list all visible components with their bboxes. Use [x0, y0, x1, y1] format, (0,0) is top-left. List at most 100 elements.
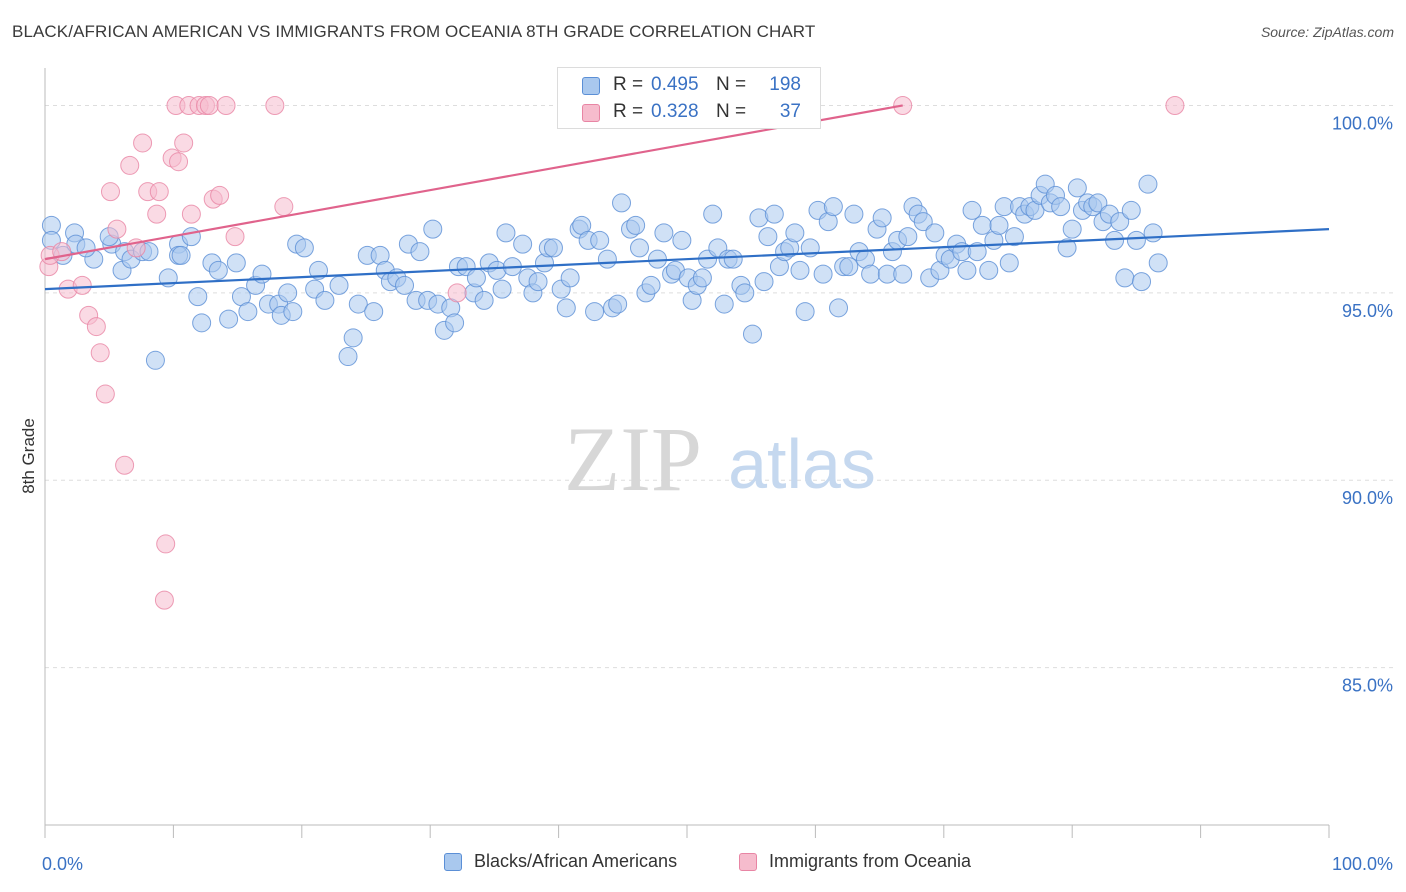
- watermark-zip: ZIP: [564, 408, 702, 510]
- point-blacks: [844, 204, 864, 224]
- n-value: 37: [779, 101, 801, 122]
- point-blacks: [1110, 212, 1130, 232]
- stats-box: R = 0.495 N = 198 R = 0.328 N = 37: [557, 67, 821, 129]
- y-tick-label: 90.0%: [1342, 488, 1393, 508]
- point-blacks: [238, 302, 258, 322]
- point-blacks: [560, 268, 580, 288]
- point-blacks: [629, 238, 649, 258]
- r-value: 0.495: [651, 74, 699, 95]
- watermark: ZIP atlas: [564, 408, 876, 510]
- point-blacks: [556, 298, 576, 318]
- point-blacks: [315, 290, 335, 310]
- y-tick-label: 95.0%: [1342, 301, 1393, 321]
- point-blacks: [410, 242, 430, 262]
- point-oceania: [174, 133, 194, 153]
- watermark-atlas: atlas: [728, 425, 876, 503]
- point-blacks: [308, 260, 328, 280]
- y-tick-label: 100.0%: [1332, 113, 1393, 133]
- point-blacks: [785, 223, 805, 243]
- point-oceania: [169, 152, 189, 172]
- point-blacks: [1088, 193, 1108, 213]
- point-blacks: [1126, 230, 1146, 250]
- point-blacks: [913, 212, 933, 232]
- point-blacks: [145, 350, 165, 370]
- point-blacks: [597, 249, 617, 269]
- axis-labels: 85.0% 90.0% 95.0% 100.0% 0.0% 100.0% 8th Grade: [19, 113, 1393, 874]
- point-blacks: [1132, 272, 1152, 292]
- point-oceania: [115, 455, 135, 475]
- point-oceania: [90, 343, 110, 363]
- point-blacks: [1004, 227, 1024, 247]
- point-blacks: [1067, 178, 1087, 198]
- trend-lines: [44, 104, 1330, 291]
- point-oceania: [133, 133, 153, 153]
- point-blacks: [742, 324, 762, 344]
- point-blacks: [445, 313, 465, 333]
- axes: [44, 68, 1330, 838]
- point-blacks: [338, 347, 358, 367]
- chart-title: BLACK/AFRICAN AMERICAN VS IMMIGRANTS FRO…: [12, 22, 816, 41]
- legend-item-blacks[interactable]: Blacks/African Americans: [444, 851, 677, 872]
- point-blacks: [188, 287, 208, 307]
- point-blacks: [703, 204, 723, 224]
- point-oceania: [199, 95, 219, 115]
- point-oceania: [147, 204, 167, 224]
- point-oceania: [274, 197, 294, 217]
- trend-line-oceania: [44, 104, 903, 261]
- point-blacks: [192, 313, 212, 333]
- point-oceania: [86, 317, 106, 337]
- legend-swatch-blue: [444, 852, 462, 871]
- point-blacks: [654, 223, 674, 243]
- n-label: N =: [716, 101, 747, 122]
- point-blacks: [1062, 219, 1082, 239]
- y-tick-label: 85.0%: [1342, 676, 1393, 696]
- point-blacks: [692, 268, 712, 288]
- point-blacks: [795, 302, 815, 322]
- point-oceania: [95, 384, 115, 404]
- point-blacks: [513, 234, 533, 254]
- point-blacks: [348, 294, 368, 314]
- r-value: 0.328: [651, 101, 699, 122]
- point-oceania: [107, 219, 127, 239]
- point-blacks: [626, 215, 646, 235]
- point-oceania: [154, 590, 174, 610]
- legend-item-oceania[interactable]: Immigrants from Oceania: [739, 851, 971, 872]
- point-blacks: [714, 294, 734, 314]
- point-oceania: [1165, 95, 1185, 115]
- point-blacks: [528, 272, 548, 292]
- n-label: N =: [716, 74, 747, 95]
- point-oceania: [216, 95, 236, 115]
- point-blacks: [283, 302, 303, 322]
- point-blacks: [861, 264, 881, 284]
- point-blacks: [219, 309, 239, 329]
- r-label: R =: [613, 74, 644, 95]
- legend-swatch-pink: [739, 852, 757, 871]
- point-oceania: [156, 534, 176, 554]
- point-blacks: [543, 238, 563, 258]
- trend-line-blacks: [44, 228, 1330, 291]
- point-blacks: [1143, 223, 1163, 243]
- r-label: R =: [613, 101, 644, 122]
- point-blacks: [1148, 253, 1168, 273]
- point-blacks: [395, 275, 415, 295]
- point-blacks: [1057, 238, 1077, 258]
- point-blacks: [872, 208, 892, 228]
- grid-lines: [45, 104, 1395, 669]
- x-tick-label: 0.0%: [42, 854, 83, 874]
- point-blacks: [999, 253, 1019, 273]
- point-oceania: [72, 275, 92, 295]
- point-oceania: [100, 182, 120, 202]
- point-blacks: [723, 249, 743, 269]
- stats-swatch-blue: [582, 77, 600, 95]
- point-blacks: [474, 290, 494, 310]
- point-blacks: [962, 200, 982, 220]
- source-label: Source: ZipAtlas.com: [1260, 24, 1394, 40]
- point-blacks: [758, 227, 778, 247]
- point-blacks: [989, 215, 1009, 235]
- point-blacks: [181, 227, 201, 247]
- point-blacks: [898, 227, 918, 247]
- point-blacks: [76, 238, 96, 258]
- point-blacks: [967, 242, 987, 262]
- point-blacks: [585, 302, 605, 322]
